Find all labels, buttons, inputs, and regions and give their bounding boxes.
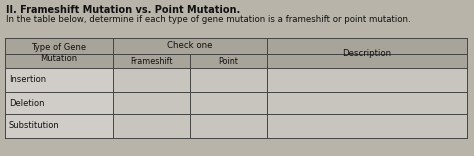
Text: II. Frameshift Mutation vs. Point Mutation.: II. Frameshift Mutation vs. Point Mutati…: [6, 5, 240, 15]
Text: Deletion: Deletion: [9, 98, 45, 107]
Bar: [113, 114, 267, 138]
Text: Point: Point: [219, 56, 238, 66]
Text: Description: Description: [342, 49, 392, 58]
Text: Insertion: Insertion: [9, 76, 46, 85]
Text: In the table below, determine if each type of gene mutation is a frameshift or p: In the table below, determine if each ty…: [6, 15, 410, 24]
Bar: [267, 68, 467, 92]
Bar: [267, 114, 467, 138]
Bar: [113, 68, 267, 92]
Bar: [267, 92, 467, 114]
Bar: [5, 114, 113, 138]
Text: Type of Gene
Mutation: Type of Gene Mutation: [31, 43, 87, 63]
Bar: [5, 38, 467, 68]
Bar: [5, 68, 113, 92]
Text: Frameshift: Frameshift: [130, 56, 173, 66]
Bar: [113, 92, 267, 114]
Bar: [5, 92, 113, 114]
Text: Substitution: Substitution: [9, 122, 60, 131]
Text: Check one: Check one: [167, 41, 213, 51]
